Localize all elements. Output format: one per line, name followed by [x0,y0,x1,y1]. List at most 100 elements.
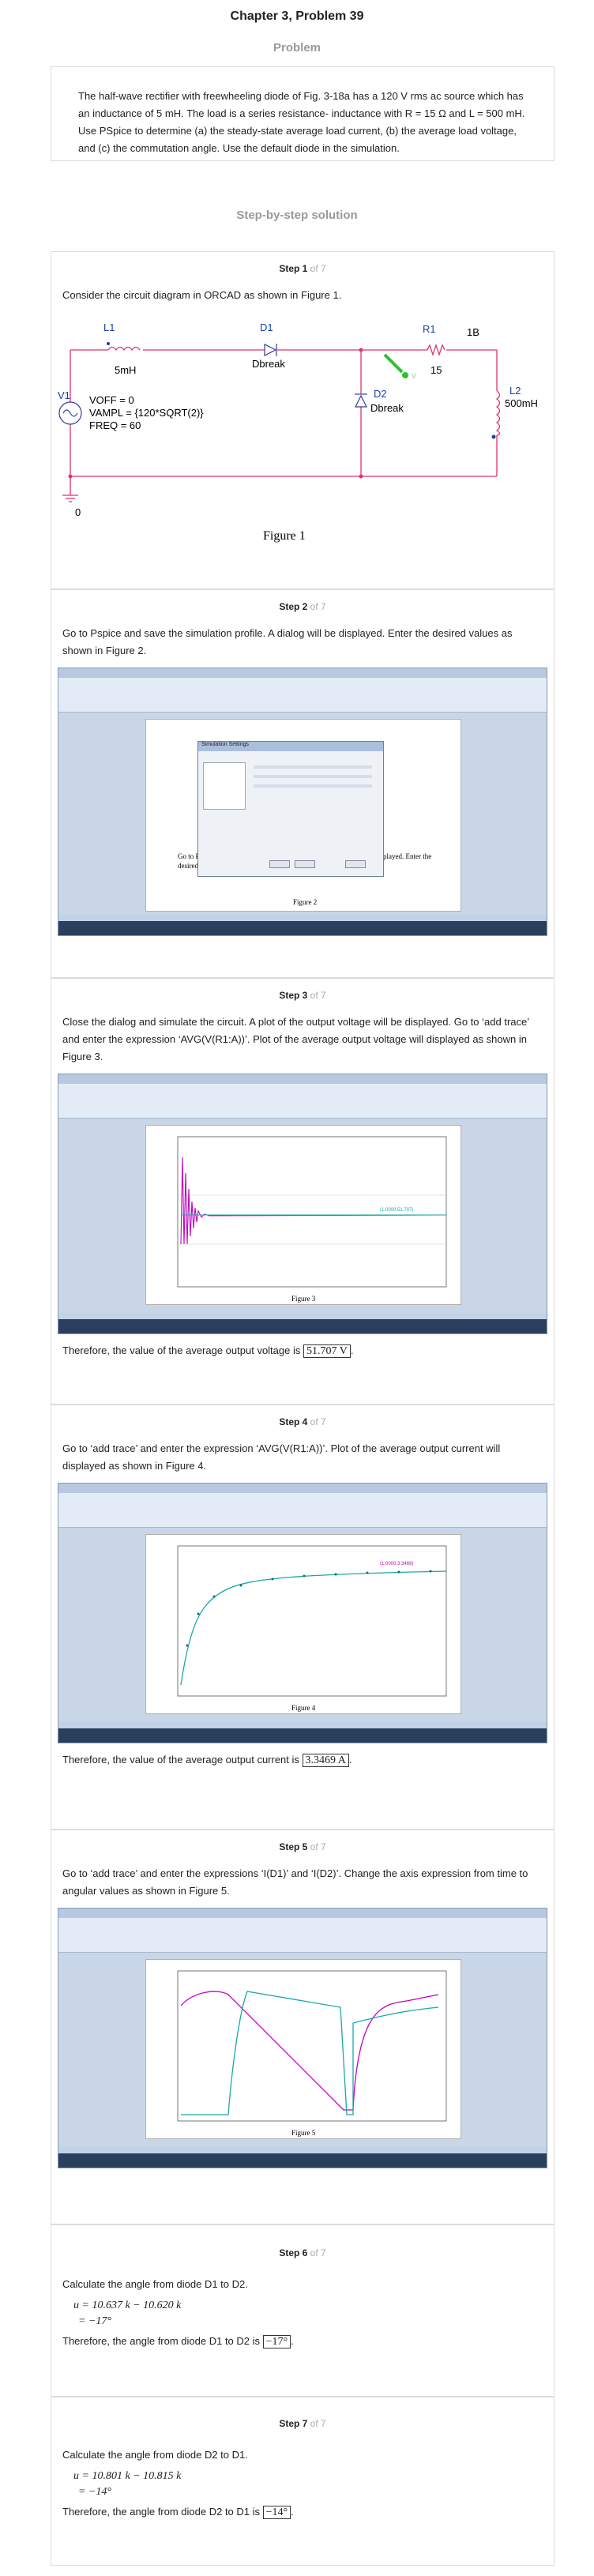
step-5-text: Go to ‘add trace’ and enter the expressi… [62,1867,528,1897]
d2-label: D2 [374,388,387,400]
step-1-count: of 7 [310,263,326,274]
l2-value: 500mH [505,397,538,409]
step-7-equation-1: u = 10.801 k − 10.815 k [73,2470,182,2482]
step-1-text: Consider the circuit diagram in ORCAD as… [62,289,342,301]
figure-5-caption: Figure 5 [291,2129,316,2137]
step-6-count: of 7 [310,2247,326,2258]
ground-label: 0 [75,506,81,518]
step-6-header: Step 6 of 7 [51,2225,554,2276]
figure-3-caption: Figure 3 [291,1295,316,1303]
solution-label: Step-by-step solution [236,209,358,222]
dialog-help-button[interactable] [345,860,366,868]
d1-model: Dbreak [252,358,285,370]
inductor-l2 [495,390,501,436]
dialog-title: Simulation Settings [198,742,383,751]
fig4-trace-label: (1.0000,3.3469) [380,1562,413,1566]
step-7-title: Step 7 [279,2418,308,2429]
step-5-card: Step 5 of 7 Go to ‘add trace’ and enter … [51,1830,555,2224]
step-1-card: Step 1 of 7 Consider the circuit diagram… [51,251,555,589]
diode-d2 [355,393,367,408]
step-2-title: Step 2 [279,601,308,612]
taskbar [58,1319,547,1333]
diode-d1 [264,344,277,356]
step-3-count: of 7 [310,990,326,1001]
step-3-title: Step 3 [279,990,308,1001]
step-7-result: −14° [262,2506,291,2519]
step-6-title: Step 6 [279,2247,308,2258]
v1-vampl: VAMPL = {120*SQRT(2)} [89,407,204,419]
v1-voff: VOFF = 0 [89,394,134,406]
step-6-result: −17° [262,2335,291,2348]
step-3-card: Step 3 of 7 Close the dialog and simulat… [51,978,555,1405]
step-4-text: Go to ‘add trace’ and enter the expressi… [62,1442,501,1472]
step-4-result: 3.3469 A [302,1754,349,1767]
step-7-card: Step 7 of 7 Calculate the angle from dio… [51,2397,555,2566]
step-5-title: Step 5 [279,1841,308,1852]
step-4-count: of 7 [310,1416,326,1427]
step-5-header: Step 5 of 7 [51,1830,554,1865]
step-6-equation-2: = −17° [78,2315,111,2327]
figure-1-caption: Figure 1 [263,529,306,543]
step-3-result: 51.707 V [303,1344,351,1358]
figure-3-screenshot: (1.0000,51.707) Figure 3 [58,1074,547,1334]
figure-4-caption: Figure 4 [291,1704,316,1712]
step-1-title: Step 1 [279,263,308,274]
figure-2-screenshot: Go to Pspice desired values played. Ente… [58,668,547,936]
step-2-header: Step 2 of 7 [51,590,554,625]
step-7-count: of 7 [310,2418,326,2429]
step-4-title: Step 4 [279,1416,308,1427]
step-6-card: Step 6 of 7 Calculate the angle from dio… [51,2224,555,2397]
problem-label: Problem [273,41,321,55]
l2-label: L2 [509,385,521,397]
fig3-trace-label: (1.0000,51.707) [380,1208,413,1213]
step-3-header: Step 3 of 7 [51,979,554,1013]
fig2-doc-text: Go to Pspice [178,852,214,860]
figure-2-caption: Figure 2 [293,898,317,906]
step-4-card: Step 4 of 7 Go to ‘add trace’ and enter … [51,1405,555,1830]
v1-label: V1 [58,389,70,401]
page-title: Chapter 3, Problem 39 [230,9,364,23]
step-3-result-text: Therefore, the value of the average outp… [62,1344,301,1356]
step-4-result-text: Therefore, the value of the average outp… [62,1754,299,1766]
dialog-ok-button[interactable] [269,860,290,868]
fig2-doc-text3: played. Enter the [383,852,431,860]
figure-5-screenshot: Figure 5 [58,1908,547,2168]
step-6-text: Calculate the angle from diode D1 to D2. [62,2278,248,2290]
step-4-header: Step 4 of 7 [51,1405,554,1440]
step-3-text: Close the dialog and simulate the circui… [62,1016,529,1062]
figure-4-screenshot: (1.0000,3.3469) Figure 4 [58,1483,547,1743]
step-1-header: Step 1 of 7 [51,252,554,287]
ground-symbol [62,495,78,502]
r1-value: 15 [430,364,442,376]
svg-text:V: V [412,372,416,380]
problem-text: The half-wave rectifier with freewheelin… [78,90,525,154]
l1-value: 5mH [115,364,136,376]
v1-freq: FREQ = 60 [89,419,141,431]
step-2-text: Go to Pspice and save the simulation pro… [62,627,513,656]
step-7-equation-2: = −14° [78,2486,111,2498]
circuit-diagram: L1 5mH D1 Dbreak R1 1B 15 V [58,322,538,543]
problem-card: The half-wave rectifier with freewheelin… [51,66,555,161]
voltage-probe[interactable] [383,353,404,374]
taskbar [58,921,547,935]
l1-label: L1 [103,322,115,333]
step-2-card: Step 2 of 7 Go to Pspice and save the si… [51,589,555,978]
step-7-result-text: Therefore, the angle from diode D2 to D1… [62,2506,261,2518]
taskbar [58,2153,547,2168]
step-6-equation-1: u = 10.637 k − 10.620 k [73,2300,182,2311]
step-5-count: of 7 [310,1841,326,1852]
step-6-result-text: Therefore, the angle from diode D1 to D2… [62,2335,261,2347]
d2-model: Dbreak [370,402,404,414]
step-2-count: of 7 [310,601,326,612]
circuit-wires [70,349,498,495]
step-7-header: Step 7 of 7 [51,2397,554,2446]
r1-label: R1 [423,323,436,335]
taskbar [58,1728,547,1743]
voltage-source-v1 [58,401,82,425]
r1-pin: 1B [467,326,479,338]
simulation-dialog[interactable]: Simulation Settings [197,741,384,877]
step-7-text: Calculate the angle from diode D2 to D1. [62,2449,248,2461]
dialog-cancel-button[interactable] [295,860,315,868]
d1-label: D1 [260,322,273,333]
resistor-r1 [427,343,446,357]
